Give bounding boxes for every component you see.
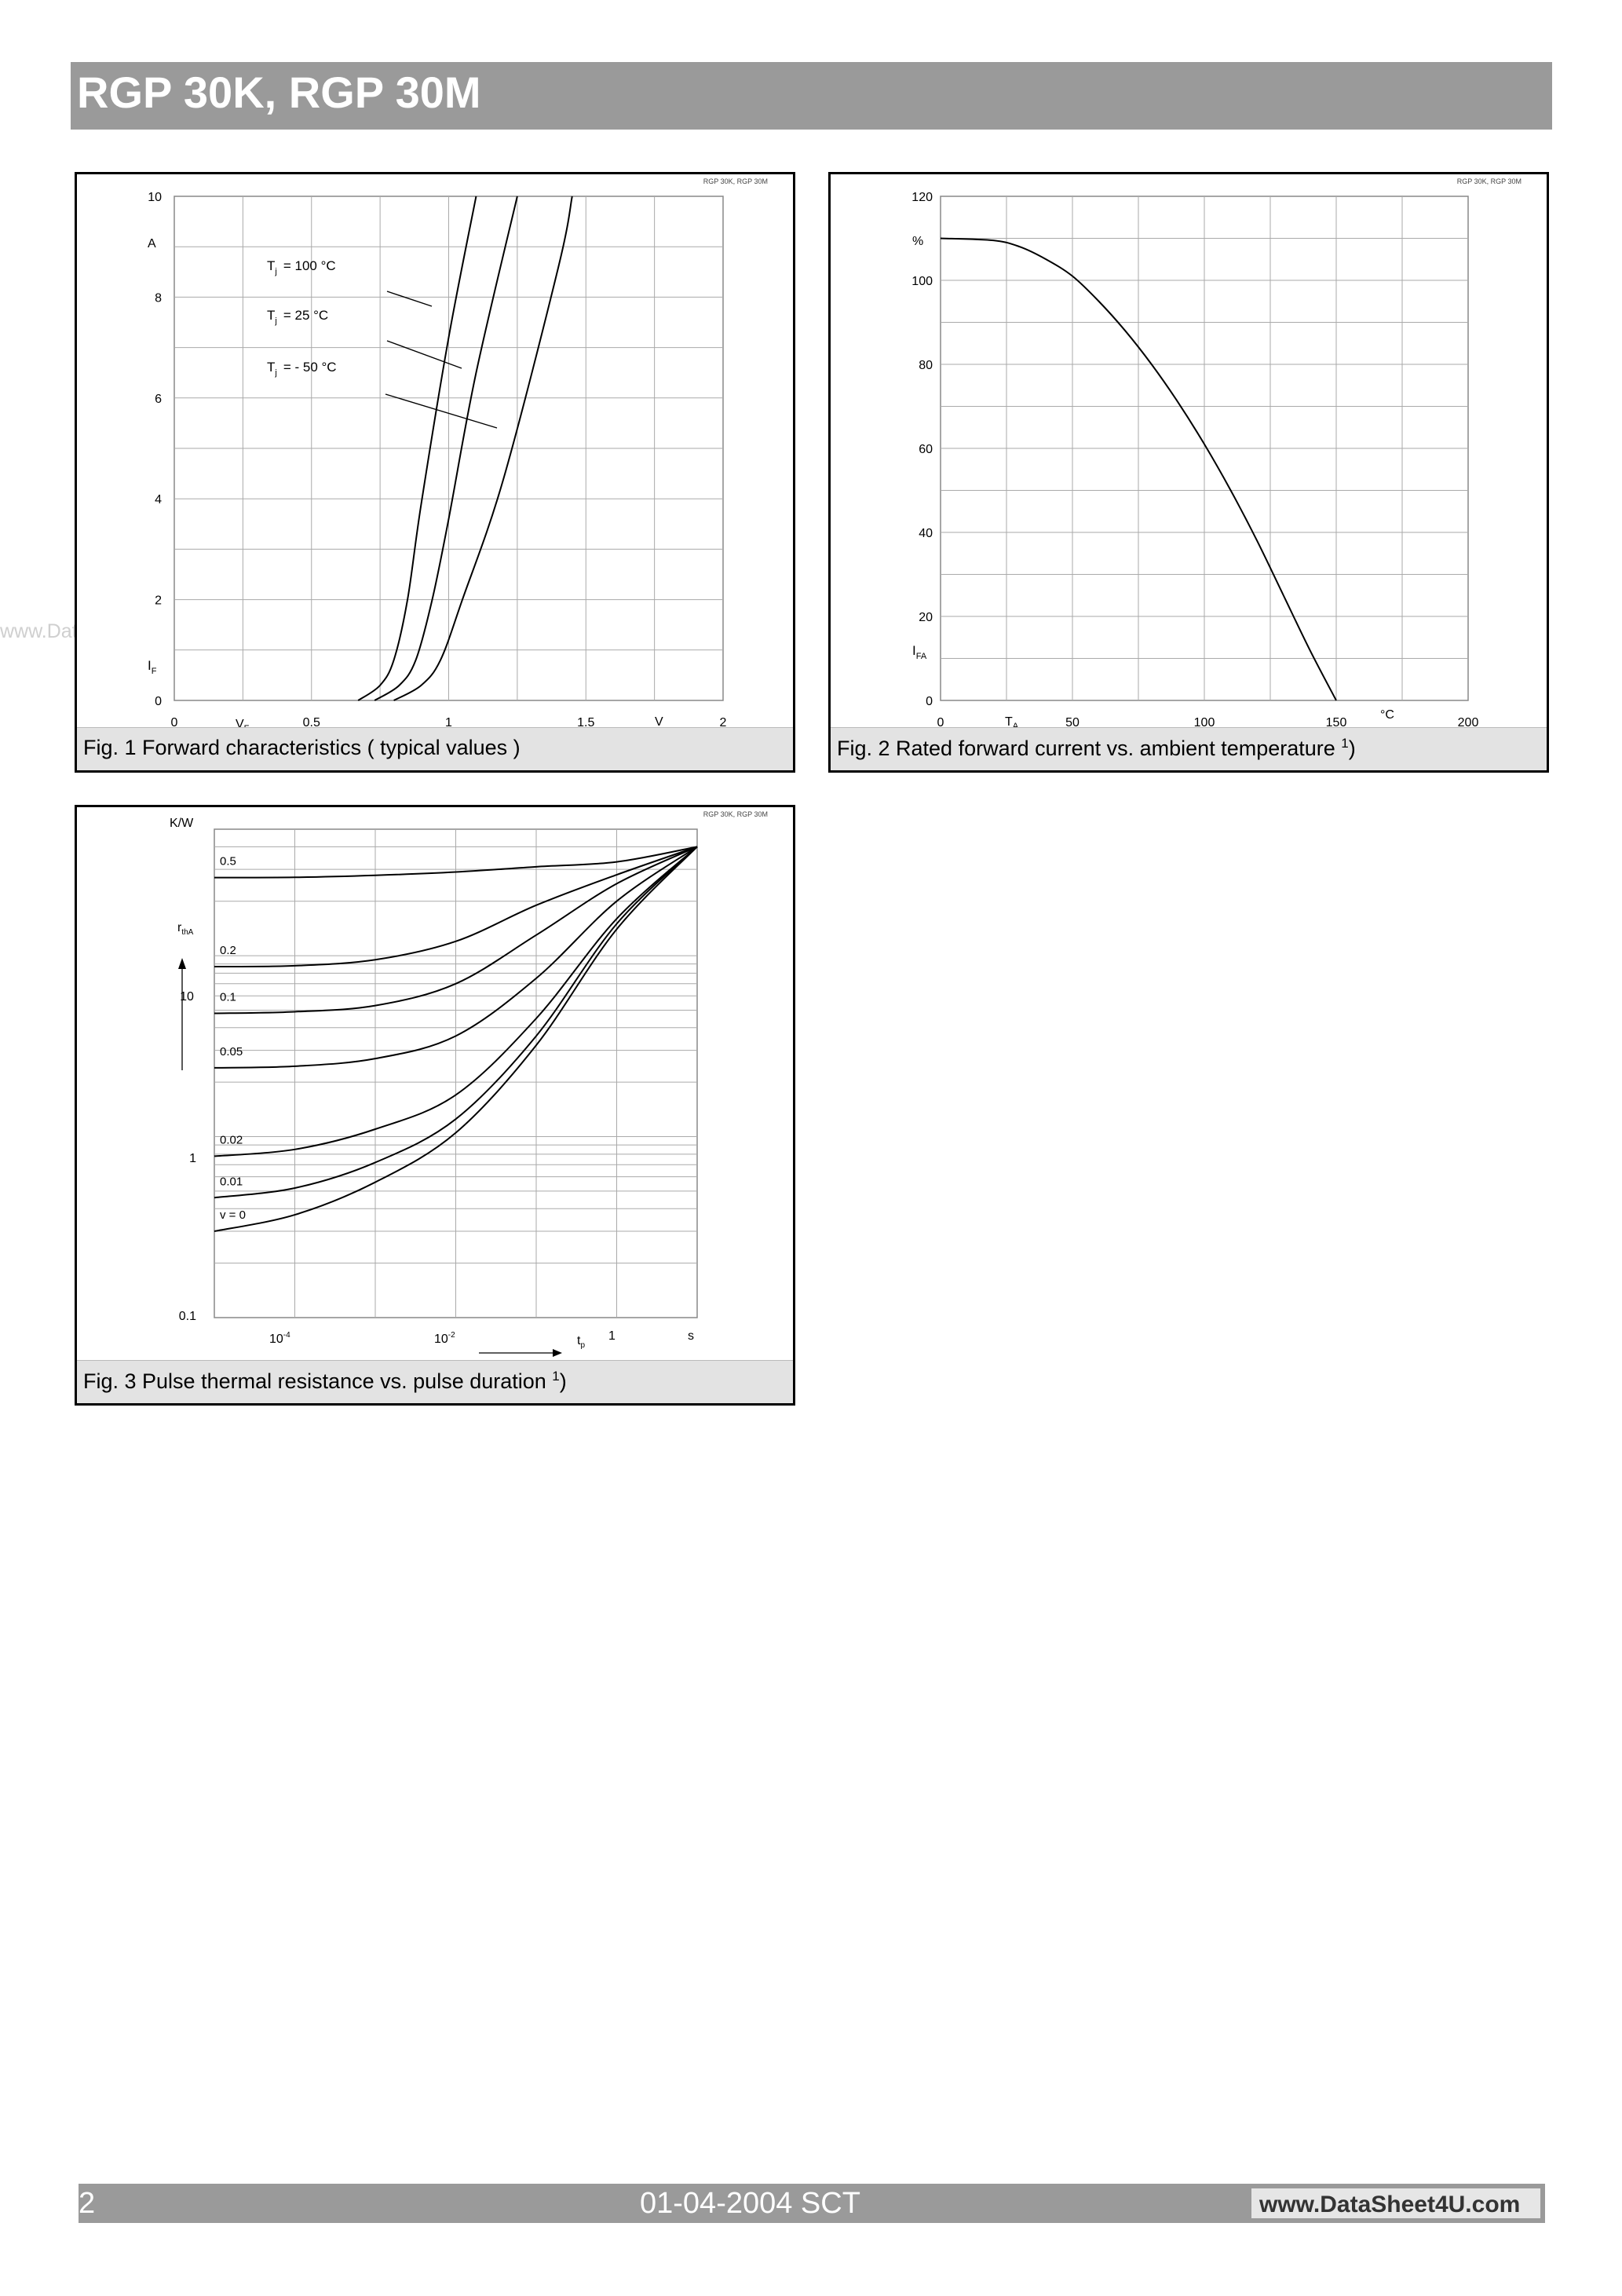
figure-3-duty-label: 0.1 [220, 991, 236, 1004]
figure-3-y-unit: K/W [170, 817, 194, 830]
figure-3-chart: 0.5 0.2 0.1 0.05 0.02 0.01 v = 0 RGP 30K, RGP … [170, 810, 768, 1357]
figure-1-series-line-0 [357, 196, 477, 701]
figure-3-y-tick-1: 1 [189, 1152, 196, 1165]
figure-2-x-tick-label: 0 [937, 716, 944, 728]
figure-3-duty-label: 0.02 [220, 1133, 243, 1146]
figure-3-y-tick-10: 10 [180, 990, 194, 1004]
figure-3-x-arrowhead [553, 1349, 562, 1357]
figure-3-series-line-2 [214, 846, 698, 1015]
figure-3-duty-label: 0.2 [220, 944, 236, 957]
temp-label-25: Tj = 25 °C [267, 308, 328, 326]
figure-1-caption-text: Fig. 1 Forward characteristics ( typical… [83, 736, 521, 759]
figure-2-y-unit: % [912, 235, 923, 248]
footer-date: 01-04-2004 SCT [640, 2187, 860, 2220]
footer-site-link[interactable]: www.DataSheet4U.com [1259, 2192, 1521, 2217]
figure-1-x-unit: V [655, 715, 663, 728]
figure-2-panel: 0 50 100 150 200 0 20 40 60 80 100 120 RGP 30K, RGP… [828, 172, 1549, 773]
figure-3-x-tick-1e-2: 10-2 [434, 1331, 455, 1346]
figure-1-x-tick-label: 0.5 [303, 716, 320, 728]
figure-2-y-tick-label: 0 [926, 695, 933, 708]
figure-1-caption: Fig. 1 Forward characteristics ( typical… [77, 727, 793, 770]
leader-line-minus50 [385, 393, 498, 429]
figure-2-y-tick-label: 40 [919, 527, 933, 540]
figure-1-y-tick-label: 4 [155, 493, 162, 506]
figure-3-series-line-3 [214, 846, 698, 1069]
figure-2-x-tick-label: 200 [1458, 716, 1479, 728]
figure-1-y-tick-label: 0 [155, 695, 162, 708]
temp-label-minus50: Tj = - 50 °C [267, 360, 337, 378]
figure-3-caption-text: Fig. 3 Pulse thermal resistance vs. puls… [83, 1369, 567, 1393]
footer-bar: 2 01-04-2004 SCT www.DataSheet4U.com [79, 2184, 1545, 2223]
figure-2-corner-label: RGP 30K, RGP 30M [1457, 177, 1522, 185]
figure-2-y-tick-label: 60 [919, 443, 933, 456]
figure-1-chart: 0 0.5 1 1.5 2 0 2 4 6 8 10 RGP 30K, RGP 30M A IF V… [148, 177, 768, 728]
figure-2-x-tick-label: 100 [1194, 716, 1215, 728]
temp-label-100: Tj = 100 °C [267, 258, 336, 276]
figure-1-y-tick-label: 10 [148, 191, 162, 204]
footer-site-badge[interactable]: www.DataSheet4U.com [1251, 2188, 1540, 2218]
figure-3-corner-label: RGP 30K, RGP 30M [703, 810, 768, 818]
figure-3-y-tick-0-1: 0.1 [179, 1310, 196, 1323]
figure-3-series-line-4 [214, 846, 698, 1157]
header-bar: RGP 30K, RGP 30M [71, 62, 1552, 130]
figure-2-x-unit: °C [1380, 708, 1394, 722]
figure-3-x-tick-1: 1 [608, 1329, 616, 1343]
figure-2-series-line-0 [940, 237, 1337, 701]
figure-2-x-tick-label: 50 [1065, 716, 1080, 728]
figure-3-y-arrowhead [178, 958, 186, 969]
figure-2-y-tick-label: 120 [911, 191, 933, 204]
figure-3-duty-label: 0.5 [220, 855, 236, 868]
figure-2-y-symbol: IFA [912, 643, 927, 661]
figure-1-y-tick-label: 8 [155, 291, 162, 305]
figure-1-y-tick-label: 6 [155, 393, 162, 406]
figure-3-y-symbol: rthA [177, 921, 194, 937]
figure-1-x-symbol: VF [236, 718, 250, 728]
leader-line-25 [386, 340, 462, 369]
figure-3-duty-label: 0.05 [220, 1045, 243, 1058]
figure-1-series-line-1 [374, 196, 518, 701]
figure-2-y-tick-label: 20 [919, 611, 933, 624]
figure-3-duty-label: v = 0 [220, 1208, 246, 1222]
figure-1-panel: 0 0.5 1 1.5 2 0 2 4 6 8 10 RGP 30K, RGP 30M A IF V… [75, 172, 795, 773]
figure-1-x-tick-label: 1.5 [577, 716, 594, 728]
figure-1-y-symbol: IF [148, 658, 157, 676]
figure-3-duty-label: 0.01 [220, 1175, 243, 1188]
figure-3-caption: Fig. 3 Pulse thermal resistance vs. puls… [77, 1360, 793, 1403]
figure-1-y-unit: A [148, 237, 156, 250]
figure-2-caption-text: Fig. 2 Rated forward current vs. ambient… [837, 736, 1356, 760]
figure-1-series-line-2 [393, 196, 573, 701]
figure-1-x-tick-label: 0 [171, 716, 178, 728]
figure-3-series-line-0 [214, 846, 698, 879]
figure-2-y-tick-label: 100 [911, 275, 933, 288]
page-number: 2 [79, 2187, 96, 2220]
figure-3-panel: 0.5 0.2 0.1 0.05 0.02 0.01 v = 0 RGP 30K, RGP … [75, 805, 795, 1406]
figure-1-y-tick-label: 2 [155, 594, 162, 608]
figure-1-corner-label: RGP 30K, RGP 30M [703, 177, 768, 185]
figure-2-x-symbol: TA [1005, 715, 1019, 728]
figure-2-x-tick-label: 150 [1326, 716, 1347, 728]
figure-3-series-line-1 [214, 846, 698, 968]
figure-1-x-tick-label: 1 [445, 716, 452, 728]
figure-1-temp-labels: Tj = 100 °C Tj = 25 °C Tj = - 50 °C [267, 258, 337, 378]
figure-2-chart: 0 50 100 150 200 0 20 40 60 80 100 120 RGP 30K, RGP… [911, 177, 1522, 728]
figure-3-x-symbol: tp [577, 1334, 585, 1350]
figure-3-series-line-5 [214, 846, 698, 1199]
figure-3-x-unit: s [688, 1329, 694, 1343]
figure-2-y-tick-label: 80 [919, 359, 933, 372]
figure-3-x-tick-1e-4: 10-4 [269, 1331, 290, 1346]
figure-1-x-tick-label: 2 [720, 716, 727, 728]
page-title: RGP 30K, RGP 30M [77, 68, 481, 117]
leader-line-100 [386, 291, 433, 307]
figure-3-series-line-6 [214, 846, 698, 1233]
figure-2-caption: Fig. 2 Rated forward current vs. ambient… [831, 727, 1547, 770]
